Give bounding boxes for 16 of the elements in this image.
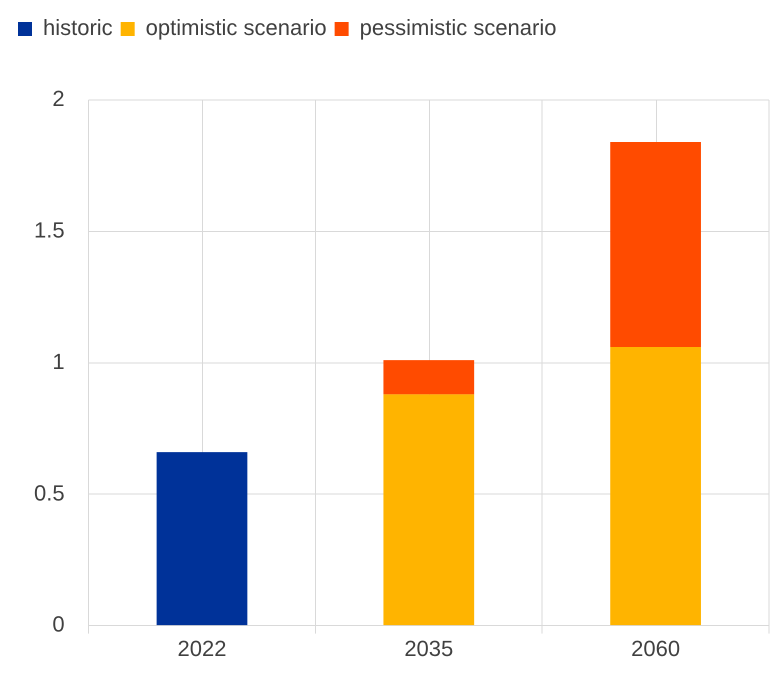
y-tick-label: 1 [52, 348, 65, 374]
legend-label: optimistic scenario [146, 15, 327, 40]
bar [156, 452, 248, 626]
x-tick-label: 2022 [178, 636, 226, 661]
bar [383, 394, 474, 626]
y-tick-label: 0.5 [34, 480, 65, 506]
y-tick-label: 1.5 [34, 217, 65, 242]
bar [383, 360, 474, 394]
legend-label: pessimistic scenario [360, 15, 556, 40]
bar [610, 142, 701, 348]
x-tick-label: 2035 [404, 636, 454, 661]
bar [610, 347, 701, 626]
y-tick-label: 0 [52, 612, 65, 637]
legend-label: historic [43, 15, 113, 40]
y-tick-label: 2 [52, 86, 65, 112]
x-tick-label: 2060 [631, 636, 680, 661]
